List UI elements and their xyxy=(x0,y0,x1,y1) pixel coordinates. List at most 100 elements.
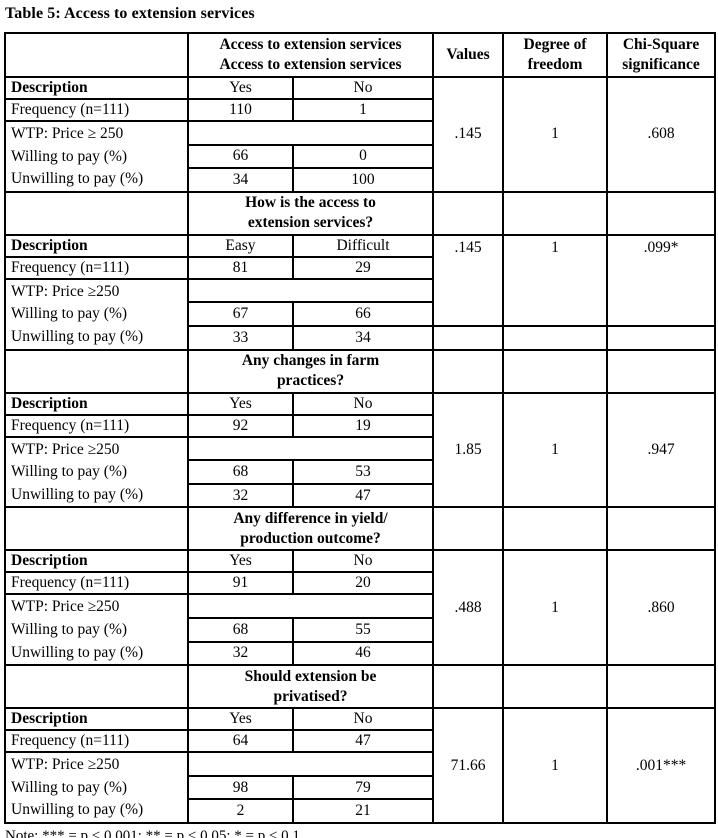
s5-unwilling-opt1: 2 xyxy=(187,798,294,824)
s2-frequency-label: Frequency (n=111) xyxy=(4,255,189,280)
s2-degrees-freedom: 1 xyxy=(502,233,609,327)
s2-willing-opt1: 67 xyxy=(187,301,294,327)
s4-willing-opt2: 55 xyxy=(291,616,435,643)
table-row: Description Yes No 1.85 1 .947 xyxy=(4,391,717,509)
s3-frequency-label: Frequency (n=111) xyxy=(4,413,189,438)
s3-description-label: Description xyxy=(4,391,189,416)
table-row: Any changes in farm practices? xyxy=(4,348,717,394)
s5-question-df-empty xyxy=(502,664,609,710)
s5-unwilling-opt2: 21 xyxy=(291,798,435,824)
table-row: How is the access to extension services? xyxy=(4,190,717,236)
s5-question: Should extension be privatised? xyxy=(186,664,435,710)
s2-unwilling-opt2: 34 xyxy=(291,324,435,351)
table-row: 66 0 xyxy=(5,143,715,170)
s3-wtp-block: WTP: Price ≥250 Willing to pay (%) Unwil… xyxy=(4,435,189,509)
header-chi-square-label: Chi-Square significance xyxy=(606,32,717,78)
header-row: Access to extension services Access to e… xyxy=(4,32,717,78)
s2-question: How is the access to extension services? xyxy=(186,190,435,236)
s4-question-df-empty xyxy=(502,506,609,552)
s4-question-sig-empty xyxy=(606,506,717,552)
s2-unwilling-df-empty xyxy=(502,324,609,351)
s3-willing-opt2: 53 xyxy=(291,459,435,485)
s2-opt2-header: Difficult xyxy=(291,233,435,258)
s3-question-df-empty xyxy=(502,348,609,394)
s5-description-label: Description xyxy=(4,707,189,732)
s1-frequency-opt2: 1 xyxy=(291,98,435,122)
table-row: WTP: Price ≥250 Willing to pay (%) Unwil… xyxy=(4,593,715,667)
s4-wtp-block: WTP: Price ≥250 Willing to pay (%) Unwil… xyxy=(4,593,189,667)
s1-chi-value: .145 xyxy=(432,76,505,193)
s2-significance: .099* xyxy=(606,233,717,327)
s1-wtp-block: WTP: Price ≥ 250 Willing to pay (%) Unwi… xyxy=(4,120,189,193)
s3-question-values-empty xyxy=(432,348,505,394)
s2-wtp-block: WTP: Price ≥250 Willing to pay (%) Unwil… xyxy=(4,277,189,351)
s5-wtp-block: WTP: Price ≥250 Willing to pay (%) Unwil… xyxy=(4,751,189,824)
s1-frequency-label: Frequency (n=111) xyxy=(4,98,189,122)
s3-opt2-header: No xyxy=(291,391,435,416)
s1-degrees-freedom: 1 xyxy=(502,76,609,193)
s4-opt2-header: No xyxy=(291,549,435,574)
s4-question: Any difference in yield/ production outc… xyxy=(186,506,435,552)
table-row: 68 55 xyxy=(5,616,715,643)
s1-frequency-opt1: 110 xyxy=(187,98,294,122)
page-title: Table 5: Access to extension services xyxy=(5,5,255,22)
table-row: Any difference in yield/ production outc… xyxy=(4,506,717,552)
s3-frequency-opt1: 92 xyxy=(187,413,294,438)
s5-frequency-label: Frequency (n=111) xyxy=(4,729,189,754)
s5-wtp-empty-cell xyxy=(186,751,435,777)
s3-question: Any changes in farm practices? xyxy=(186,348,435,394)
table-row: Frequency (n=111) 91 20 xyxy=(4,571,715,596)
table-row: Frequency (n=111) 81 29 xyxy=(4,255,715,280)
s5-opt2-header: No xyxy=(291,707,435,732)
s3-wtp-empty-cell xyxy=(186,435,435,462)
table-footnotes: Note: *** = p < 0.001; ** = p < 0.05; * … xyxy=(5,827,714,838)
s3-significance: .947 xyxy=(606,391,717,509)
s4-frequency-opt1: 91 xyxy=(187,571,294,596)
s2-question-df-empty xyxy=(502,190,609,236)
table-row: 98 79 xyxy=(5,774,715,801)
s4-significance: .860 xyxy=(606,549,717,667)
s1-opt2-header: No xyxy=(291,76,435,100)
s3-unwilling-opt2: 47 xyxy=(291,482,435,509)
table-row: 68 53 xyxy=(5,459,715,485)
s2-question-sig-empty xyxy=(606,190,717,236)
s2-question-left-empty xyxy=(4,190,189,236)
table-row: 32 47 xyxy=(5,482,715,509)
table-row: Frequency (n=111) 92 19 xyxy=(4,413,715,438)
s4-wtp-empty-cell xyxy=(186,593,435,619)
s3-unwilling-opt1: 32 xyxy=(187,482,294,509)
table-row: 34 100 xyxy=(5,167,715,193)
s2-frequency-opt2: 29 xyxy=(291,255,435,280)
s2-unwilling-values-empty xyxy=(432,324,505,351)
header-empty-cell xyxy=(4,32,189,78)
s4-willing-opt1: 68 xyxy=(187,616,294,643)
s5-question-sig-empty xyxy=(606,664,717,710)
table-row: Description Yes No .488 1 .860 xyxy=(4,549,717,667)
s2-frequency-opt1: 81 xyxy=(187,255,294,280)
header-access-services-label: Access to extension services Access to e… xyxy=(186,32,435,78)
table-row: Frequency (n=111) 110 1 xyxy=(4,98,715,122)
s1-significance: .608 xyxy=(606,76,717,193)
s4-chi-value: .488 xyxy=(432,549,505,667)
table-row: Description Easy Difficult .145 1 .099* xyxy=(4,233,717,327)
table-row: Description Yes No .145 1 .608 xyxy=(4,76,717,193)
table-row: Should extension be privatised? xyxy=(4,664,717,710)
s3-question-left-empty xyxy=(4,348,189,394)
s3-willing-opt1: 68 xyxy=(187,459,294,485)
s2-question-values-empty xyxy=(432,190,505,236)
s5-significance: .001*** xyxy=(606,707,717,824)
s4-opt1-header: Yes xyxy=(187,549,294,574)
header-values-label: Values xyxy=(432,32,505,78)
s3-question-sig-empty xyxy=(606,348,717,394)
s1-unwilling-opt1: 34 xyxy=(187,167,294,193)
s5-frequency-opt1: 64 xyxy=(187,729,294,754)
s4-question-left-empty xyxy=(4,506,189,552)
s5-opt1-header: Yes xyxy=(187,707,294,732)
s1-wtp-empty-cell xyxy=(186,120,435,146)
table-row: 2 21 xyxy=(5,798,715,824)
s2-wtp-empty-cell xyxy=(186,277,435,304)
s4-unwilling-opt2: 46 xyxy=(291,640,435,667)
s4-question-values-empty xyxy=(432,506,505,552)
s2-chi-value: .145 xyxy=(432,233,505,327)
